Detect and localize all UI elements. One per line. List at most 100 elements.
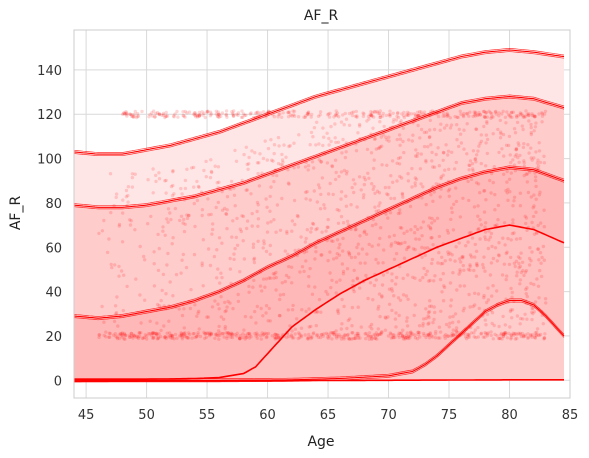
scatter-point-985 — [392, 196, 397, 201]
scatter-point-62 — [428, 226, 433, 230]
scatter-point-573 — [499, 130, 503, 134]
scatter-point-1282 — [424, 158, 428, 163]
scatter-point-1960 — [527, 113, 531, 117]
scatter-point-88 — [449, 217, 453, 222]
scatter-point-263 — [442, 284, 446, 288]
scatter-point-919 — [507, 177, 512, 181]
scatter-point-468 — [518, 256, 522, 260]
scatter-point-890 — [451, 228, 456, 232]
scatter-point-1579 — [431, 335, 435, 339]
scatter-point-1804 — [145, 334, 149, 338]
scatter-point-781 — [448, 258, 452, 262]
scatter-point-1405 — [274, 288, 278, 292]
scatter-point-1335 — [413, 176, 417, 180]
scatter-point-12 — [516, 141, 520, 145]
scatter-point-78 — [188, 306, 193, 311]
scatter-point-909 — [491, 180, 495, 185]
scatter-point-1818 — [264, 335, 269, 340]
scatter-point-800 — [267, 306, 271, 311]
scatter-point-1180 — [340, 297, 344, 302]
scatter-point-1312 — [202, 168, 206, 173]
scatter-point-169 — [398, 208, 402, 212]
scatter-point-1064 — [269, 185, 273, 189]
scatter-point-1243 — [521, 317, 525, 321]
scatter-point-1509 — [285, 335, 289, 340]
scatter-point-1507 — [273, 337, 278, 341]
scatter-point-2138 — [153, 115, 157, 119]
scatter-point-637 — [334, 291, 338, 295]
scatter-point-1903 — [231, 114, 236, 118]
scatter-point-737 — [397, 331, 401, 335]
scatter-point-119 — [466, 179, 470, 184]
scatter-point-503 — [304, 197, 308, 201]
scatter-point-327 — [502, 172, 506, 176]
scatter-point-1252 — [213, 164, 217, 168]
scatter-point-177 — [431, 243, 435, 247]
scatter-point-1924 — [526, 113, 531, 118]
scatter-point-1915 — [125, 111, 129, 115]
scatter-point-1024 — [160, 288, 164, 293]
scatter-point-1345 — [129, 219, 133, 223]
scatter-point-1900 — [510, 110, 514, 115]
scatter-point-674 — [479, 161, 483, 166]
scatter-point-1077 — [332, 257, 336, 261]
scatter-point-1294 — [163, 233, 167, 237]
scatter-point-1526 — [258, 333, 263, 338]
scatter-point-329 — [432, 165, 437, 169]
scatter-point-1679 — [222, 335, 226, 339]
scatter-point-860 — [484, 323, 488, 327]
scatter-point-1310 — [413, 184, 417, 188]
scatter-point-1780 — [348, 337, 352, 341]
scatter-point-1828 — [337, 115, 341, 119]
scatter-point-1330 — [518, 332, 522, 337]
scatter-point-2001 — [124, 111, 128, 115]
series-0-lower-bound — [73, 51, 565, 157]
scatter-point-654 — [364, 232, 369, 236]
scatter-point-1821 — [130, 334, 134, 339]
scatter-point-1796 — [255, 333, 260, 337]
scatter-point-863 — [374, 209, 378, 213]
scatter-point-1619 — [238, 337, 242, 341]
scatter-point-273 — [361, 114, 366, 119]
scatter-point-249 — [220, 208, 225, 212]
scatter-point-76 — [405, 247, 409, 252]
scatter-point-822 — [307, 325, 311, 329]
scatter-point-1952 — [217, 115, 221, 120]
scatter-point-1996 — [461, 114, 466, 119]
scatter-point-988 — [209, 212, 213, 217]
scatter-point-1505 — [306, 337, 310, 341]
scatter-point-809 — [184, 265, 189, 270]
scatter-point-400 — [465, 122, 469, 126]
scatter-point-605 — [197, 327, 201, 331]
scatter-point-1051 — [314, 323, 318, 328]
scatter-point-1256 — [223, 206, 227, 211]
scatter-point-103 — [535, 327, 540, 331]
scatter-point-1839 — [147, 115, 151, 119]
scatter-point-220 — [438, 128, 442, 132]
scatter-point-1187 — [420, 196, 424, 200]
scatter-point-165 — [448, 321, 452, 325]
scatter-point-1144 — [529, 146, 533, 150]
scatter-point-712 — [242, 152, 246, 157]
scatter-point-1546 — [326, 335, 330, 339]
scatter-point-840 — [279, 162, 283, 167]
scatter-point-1272 — [377, 304, 381, 309]
scatter-point-1631 — [542, 337, 546, 341]
scatter-point-1261 — [516, 255, 521, 259]
scatter-point-1632 — [537, 333, 542, 338]
scatter-point-1033 — [460, 255, 464, 259]
scatter-point-938 — [277, 313, 282, 318]
scatter-point-1296 — [544, 301, 548, 305]
scatter-point-956 — [353, 255, 357, 259]
scatter-point-601 — [492, 323, 496, 328]
scatter-point-1133 — [396, 156, 401, 161]
scatter-point-274 — [508, 153, 512, 157]
scatter-point-794 — [521, 268, 525, 273]
scatter-point-1879 — [172, 114, 176, 118]
scatter-point-1793 — [168, 334, 172, 338]
scatter-point-443 — [377, 191, 382, 195]
scatter-point-1627 — [187, 332, 192, 337]
scatter-point-876 — [518, 153, 522, 158]
scatter-point-536 — [482, 255, 486, 259]
scatter-point-1039 — [527, 263, 532, 267]
